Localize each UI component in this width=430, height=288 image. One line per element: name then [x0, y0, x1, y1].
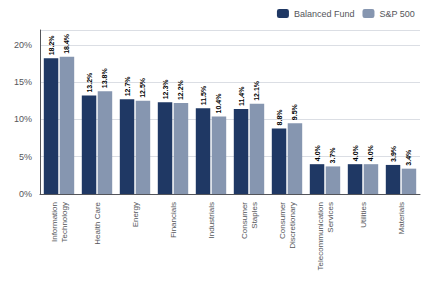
svg-text:Balanced Fund: Balanced Fund	[294, 9, 355, 19]
svg-text:Materials: Materials	[397, 202, 406, 234]
svg-text:5%: 5%	[19, 152, 32, 162]
svg-text:20%: 20%	[14, 40, 32, 50]
svg-text:11.4%: 11.4%	[238, 86, 245, 106]
svg-text:Consumer: Consumer	[240, 202, 249, 239]
svg-text:Energy: Energy	[131, 202, 140, 227]
svg-text:3.7%: 3.7%	[329, 147, 336, 164]
svg-text:Industrials: Industrials	[207, 202, 216, 238]
svg-text:13.8%: 13.8%	[101, 68, 108, 89]
svg-text:9.5%: 9.5%	[291, 103, 298, 120]
svg-text:12.7%: 12.7%	[124, 76, 131, 97]
svg-text:Health Care: Health Care	[93, 201, 102, 244]
svg-text:4.0%: 4.0%	[314, 144, 321, 161]
svg-text:3.9%: 3.9%	[390, 145, 397, 162]
svg-text:Staples: Staples	[250, 202, 259, 229]
svg-text:Financials: Financials	[169, 202, 178, 238]
svg-text:4.0%: 4.0%	[352, 144, 359, 161]
svg-text:Discretionary: Discretionary	[288, 202, 297, 249]
svg-text:10.4%: 10.4%	[215, 93, 222, 114]
svg-text:12.1%: 12.1%	[253, 80, 260, 101]
svg-text:12.2%: 12.2%	[177, 79, 184, 100]
svg-text:13.2%: 13.2%	[86, 72, 93, 93]
svg-text:18.4%: 18.4%	[63, 33, 70, 54]
svg-text:15%: 15%	[14, 77, 32, 87]
svg-text:Telecommunication: Telecommunication	[316, 202, 325, 270]
svg-text:Consumer: Consumer	[278, 202, 287, 239]
svg-text:Technology: Technology	[60, 202, 69, 242]
svg-text:8.8%: 8.8%	[276, 109, 283, 126]
svg-text:Utilities: Utilities	[359, 202, 368, 228]
svg-text:Services: Services	[326, 202, 335, 233]
svg-text:S&P 500: S&P 500	[379, 9, 414, 19]
svg-text:0%: 0%	[19, 189, 32, 199]
svg-text:12.3%: 12.3%	[162, 79, 169, 100]
svg-text:12.5%: 12.5%	[139, 77, 146, 98]
svg-text:3.4%: 3.4%	[405, 149, 412, 166]
svg-text:11.5%: 11.5%	[200, 85, 207, 105]
svg-text:4.0%: 4.0%	[367, 144, 374, 161]
svg-text:Information: Information	[50, 202, 59, 242]
svg-text:10%: 10%	[14, 114, 32, 124]
svg-text:18.2%: 18.2%	[48, 35, 55, 56]
